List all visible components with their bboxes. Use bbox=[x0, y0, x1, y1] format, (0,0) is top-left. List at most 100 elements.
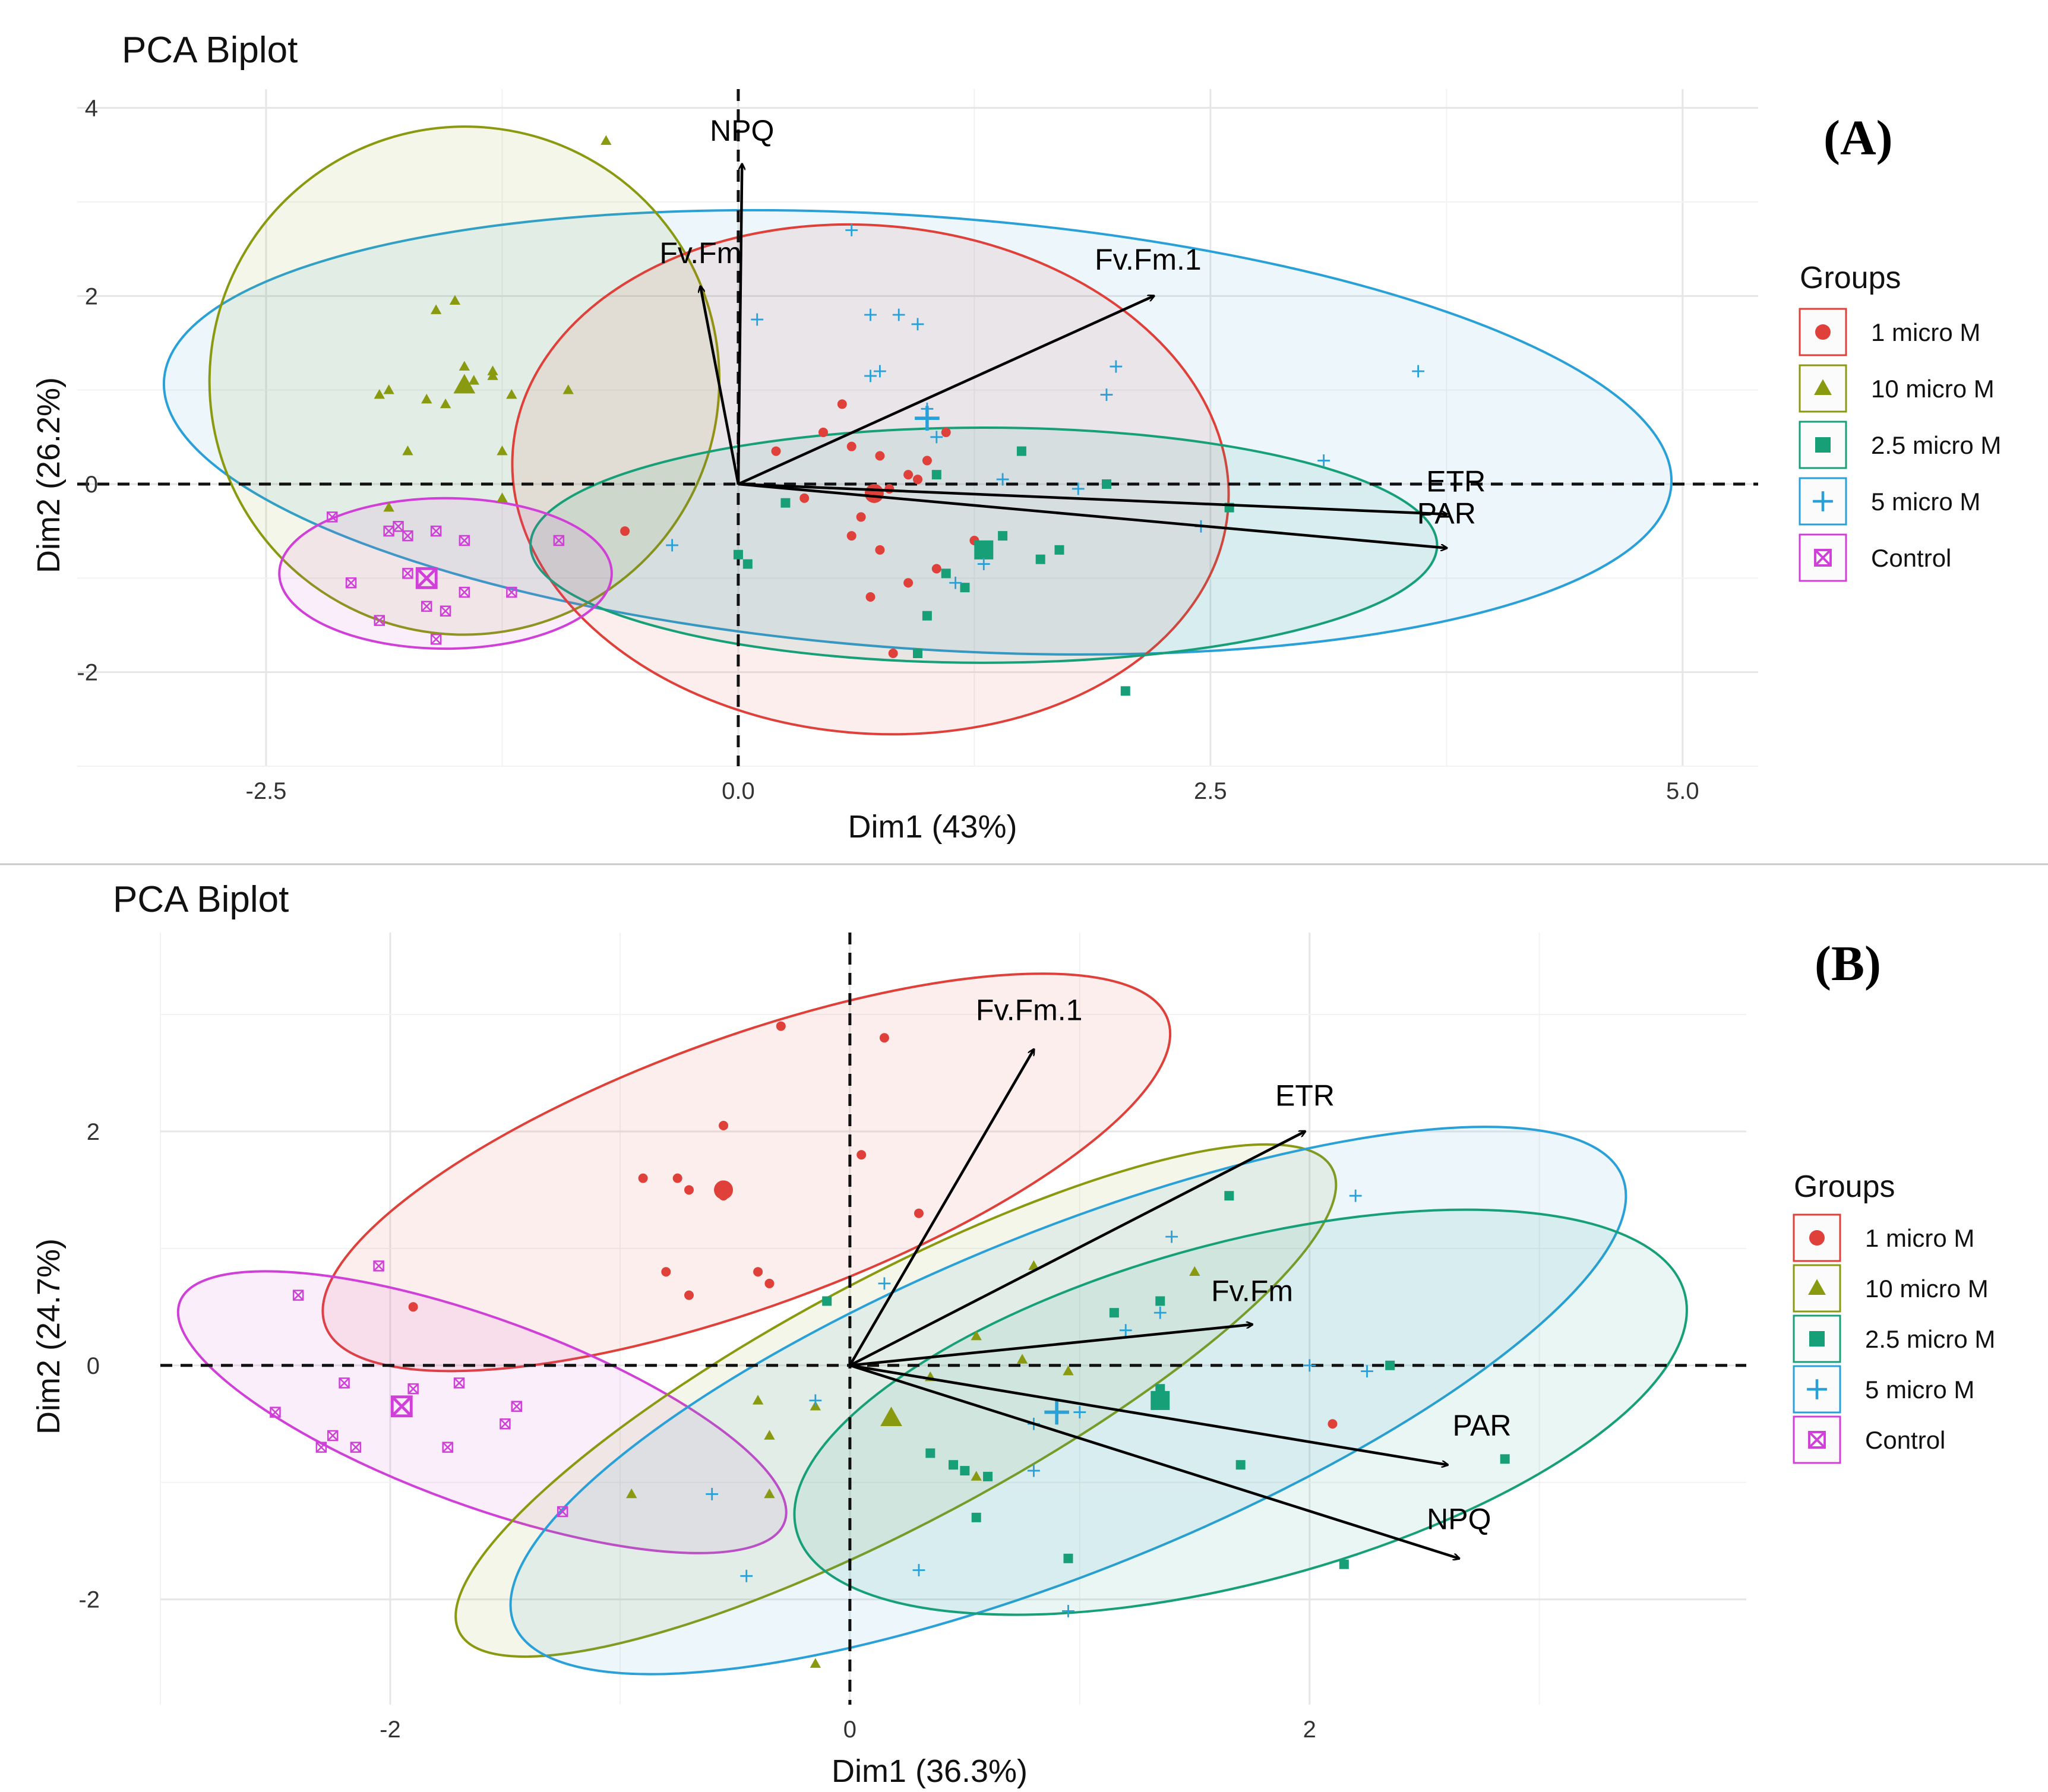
point-2-5-micro-m bbox=[1235, 1460, 1246, 1470]
point-2-5-micro-m bbox=[1109, 1308, 1119, 1318]
point-1-micro-m bbox=[776, 1021, 786, 1031]
point-10-micro-m bbox=[810, 1658, 821, 1668]
point-2-5-micro-m bbox=[1339, 1559, 1349, 1569]
point-2-5-micro-m bbox=[822, 1296, 832, 1306]
point-1-micro-m bbox=[931, 564, 941, 574]
point-10-micro-m bbox=[971, 1330, 982, 1341]
point-10-micro-m bbox=[506, 388, 517, 399]
panel-b-title: PCA Biplot bbox=[113, 879, 289, 920]
point-control bbox=[511, 1401, 523, 1412]
panel-b-xlabel: Dim1 (36.3%) bbox=[832, 1753, 1028, 1789]
point-control bbox=[327, 511, 338, 523]
point-10-micro-m bbox=[764, 1430, 775, 1440]
point-5-micro-m bbox=[930, 431, 943, 444]
arrow-npq bbox=[737, 165, 742, 485]
legend-item-2-5-micro-m: 2.5 micro M bbox=[1799, 421, 2001, 469]
point-5-micro-m bbox=[874, 365, 886, 378]
arrow-par bbox=[849, 1364, 1447, 1465]
point-2-5-micro-m bbox=[922, 611, 932, 621]
panel-a-grid bbox=[77, 89, 1758, 767]
point-5-micro-m bbox=[751, 313, 764, 326]
point-2-5-micro-m bbox=[1120, 686, 1130, 696]
centroid-5-micro-m bbox=[915, 406, 940, 431]
point-5-micro-m bbox=[1317, 454, 1330, 467]
point-control bbox=[407, 1383, 419, 1395]
legend-marker-10-micro-m bbox=[1808, 1279, 1826, 1295]
point-1-micro-m bbox=[818, 427, 829, 437]
point-1-micro-m bbox=[620, 526, 630, 536]
panel-a-zero-lines bbox=[77, 89, 1758, 766]
point-2-5-micro-m bbox=[1016, 446, 1026, 456]
point-10-micro-m bbox=[383, 384, 394, 394]
point-control bbox=[553, 535, 565, 546]
y-tick-label: 0 bbox=[85, 472, 98, 498]
point-5-micro-m bbox=[845, 224, 858, 236]
legend-marker-10-micro-m bbox=[1814, 379, 1832, 396]
x-tick-label: 2 bbox=[1303, 1717, 1316, 1743]
arrow-etr bbox=[849, 1132, 1305, 1367]
point-1-micro-m bbox=[857, 1150, 867, 1160]
point-10-micro-m bbox=[383, 501, 394, 512]
arrow-label-etr: ETR bbox=[1275, 1079, 1335, 1113]
point-control bbox=[373, 1260, 384, 1272]
point-10-micro-m bbox=[497, 445, 508, 456]
legend-item-control: Control bbox=[1793, 1415, 1945, 1464]
point-2-5-micro-m bbox=[971, 1512, 981, 1522]
point-1-micro-m bbox=[799, 493, 810, 503]
point-5-micro-m bbox=[1062, 1605, 1074, 1617]
point-1-micro-m bbox=[837, 399, 847, 409]
point-1-micro-m bbox=[846, 441, 857, 451]
legend-marker-1-micro-m bbox=[1809, 1230, 1825, 1246]
ellipse-5-micro-m bbox=[162, 208, 1673, 656]
y-tick-label: -2 bbox=[78, 1587, 100, 1613]
point-1-micro-m bbox=[922, 456, 932, 466]
point-control bbox=[350, 1442, 362, 1453]
legend-item-5-micro-m: 5 micro M bbox=[1793, 1365, 1974, 1414]
point-5-micro-m bbox=[977, 558, 990, 570]
point-5-micro-m bbox=[1349, 1189, 1362, 1202]
point-2-5-micro-m bbox=[998, 531, 1008, 541]
point-10-micro-m bbox=[1063, 1366, 1074, 1376]
point-1-micro-m bbox=[638, 1173, 648, 1183]
point-2-5-micro-m bbox=[780, 498, 791, 508]
arrow-fv-fm bbox=[849, 1325, 1252, 1367]
point-2-5-micro-m bbox=[1385, 1360, 1395, 1370]
legend-label-1-micro-m: 1 micro M bbox=[1871, 318, 1980, 346]
arrow-fv-fm-1 bbox=[737, 296, 1154, 486]
point-10-micro-m bbox=[1189, 1266, 1200, 1276]
point-1-micro-m bbox=[684, 1290, 694, 1300]
point-control bbox=[506, 586, 517, 598]
ellipse-2-5-micro-m bbox=[793, 1208, 1688, 1616]
point-1-micro-m bbox=[719, 1121, 729, 1130]
point-10-micro-m bbox=[1028, 1260, 1039, 1270]
x-tick-label: -2 bbox=[380, 1717, 401, 1743]
legend-marker-control bbox=[1808, 1431, 1826, 1449]
panel-a-ylabel: Dim2 (26.2%) bbox=[31, 377, 67, 573]
arrow-label-fv-fm: Fv.Fm bbox=[1211, 1274, 1293, 1307]
x-tick-label: 0 bbox=[843, 1717, 857, 1743]
point-1-micro-m bbox=[903, 470, 914, 480]
point-1-micro-m bbox=[684, 1185, 694, 1195]
point-10-micro-m bbox=[459, 361, 470, 371]
point-1-micro-m bbox=[875, 451, 885, 461]
point-5-micro-m bbox=[1072, 482, 1085, 495]
point-2-5-micro-m bbox=[960, 583, 970, 593]
panel-b-arrows: Fv.Fm.1 ETR Fv.Fm PAR NPQ bbox=[848, 994, 1512, 1559]
point-control bbox=[421, 601, 432, 612]
point-5-micro-m bbox=[1412, 365, 1425, 378]
y-tick-label: 2 bbox=[87, 1119, 100, 1145]
arrow-label-npq: NPQ bbox=[1427, 1503, 1491, 1536]
point-2-5-micro-m bbox=[1054, 545, 1064, 555]
point-10-micro-m bbox=[971, 1471, 982, 1481]
arrow-label-par: PAR bbox=[1417, 497, 1476, 530]
point-control bbox=[327, 1430, 339, 1442]
point-5-micro-m bbox=[892, 308, 905, 321]
panel-b-legend: Groups 1 micro M 10 micro M 2.5 micro M 5 m… bbox=[1793, 1170, 1995, 1464]
panel-a-ticks: -2.5 0.0 2.5 5.0 4 2 0 -2 bbox=[77, 96, 1699, 804]
point-5-micro-m bbox=[864, 308, 877, 321]
arrow-label-fv-fm-1: Fv.Fm.1 bbox=[1095, 243, 1202, 276]
legend-label-2-5-micro-m: 2.5 micro M bbox=[1871, 431, 2001, 459]
panel-b-ellipses bbox=[176, 972, 1688, 1676]
centroid-5-micro-m bbox=[1044, 1399, 1069, 1425]
